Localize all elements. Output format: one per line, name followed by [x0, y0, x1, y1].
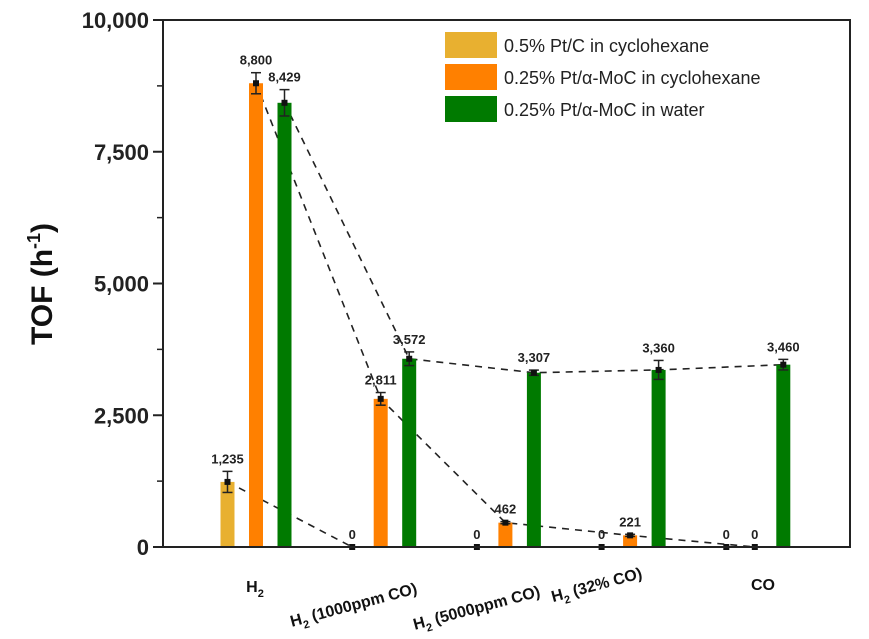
x-label-rest: (5000ppm CO) [429, 584, 542, 630]
x-label-sub: 2 [302, 618, 311, 631]
legend-label: 0.25% Pt/α-MoC in water [504, 100, 704, 120]
data-label: 0 [751, 527, 758, 542]
data-label: 0 [473, 527, 480, 542]
bars: 1,235 0 0 0 0 8,800 2,811 462 221 0 8,429 3,572 3,30… [211, 53, 800, 550]
data-point [224, 478, 231, 485]
data-label: 0 [349, 527, 356, 542]
legend-label: 0.5% Pt/C in cyclohexane [504, 36, 709, 56]
bar [277, 102, 292, 548]
data-label: 462 [495, 502, 517, 517]
y-tick-label: 7,500 [94, 140, 149, 165]
data-point [281, 99, 288, 106]
bar [220, 481, 235, 547]
y-tick-label: 10,000 [82, 8, 149, 33]
y-tick-label: 5,000 [94, 272, 149, 297]
x-label-sub: 2 [425, 621, 434, 634]
connector-lines [227, 82, 784, 548]
x-tick-label: CO [751, 577, 775, 594]
connector-line-3 [283, 102, 784, 374]
bar [402, 358, 417, 547]
data-point [655, 366, 662, 373]
legend-label: 0.25% Pt/α-MoC in cyclohexane [504, 68, 761, 88]
data-point [377, 395, 384, 402]
bar [776, 364, 791, 547]
bar [526, 372, 541, 547]
x-tick-label: H2 (5000ppm CO) [412, 584, 544, 638]
bar [373, 398, 388, 547]
data-label: 0 [723, 527, 730, 542]
y-axis: 0 2,500 5,000 7,500 10,000 [82, 8, 163, 560]
data-point [530, 369, 537, 376]
legend-swatch [445, 96, 497, 122]
bar [651, 369, 666, 547]
data-label: 3,307 [518, 350, 551, 365]
data-label: 0 [598, 527, 605, 542]
data-label: 3,572 [393, 332, 426, 347]
x-label-main: H [412, 614, 428, 633]
x-tick-label: H2 (32% CO) [550, 565, 646, 609]
data-point [627, 532, 634, 539]
x-label-rest: (32% CO) [567, 565, 644, 601]
data-label: 221 [619, 514, 641, 529]
data-label: 8,429 [268, 70, 301, 85]
bar [249, 83, 263, 548]
x-label-rest: (1000ppm CO) [306, 581, 419, 627]
x-label-main: CO [751, 577, 775, 594]
data-point [253, 80, 259, 87]
x-label-main: H [246, 579, 258, 596]
x-label-sub: 2 [258, 588, 264, 600]
y-axis-label-close: ) [26, 223, 59, 233]
x-label-main: H [550, 587, 566, 606]
data-point [406, 355, 413, 362]
data-label: 8,800 [240, 53, 273, 68]
y-axis-label: TOF (h-1) [24, 223, 59, 345]
data-point [502, 519, 509, 526]
x-tick-label: H2 [246, 579, 264, 600]
connector-line-2 [255, 82, 755, 548]
y-axis-label-main: TOF (h [26, 249, 59, 345]
x-label-main: H [289, 611, 305, 630]
x-label-sub: 2 [563, 594, 572, 607]
legend-swatch [445, 32, 497, 58]
bar [623, 535, 638, 547]
y-tick-label: 2,500 [94, 403, 149, 428]
bar [498, 522, 513, 547]
legend-swatch [445, 64, 497, 90]
x-tick-label: H2 (1000ppm CO) [289, 581, 421, 635]
data-label: 3,360 [642, 340, 675, 355]
y-axis-label-sup: -1 [24, 233, 44, 249]
data-label: 1,235 [211, 451, 244, 466]
data-label: 2,811 [365, 373, 397, 388]
data-label: 3,460 [767, 339, 800, 354]
legend: 0.5% Pt/C in cyclohexane 0.25% Pt/α-MoC i… [445, 32, 761, 122]
data-point [780, 361, 787, 368]
y-tick-label: 0 [137, 535, 149, 560]
